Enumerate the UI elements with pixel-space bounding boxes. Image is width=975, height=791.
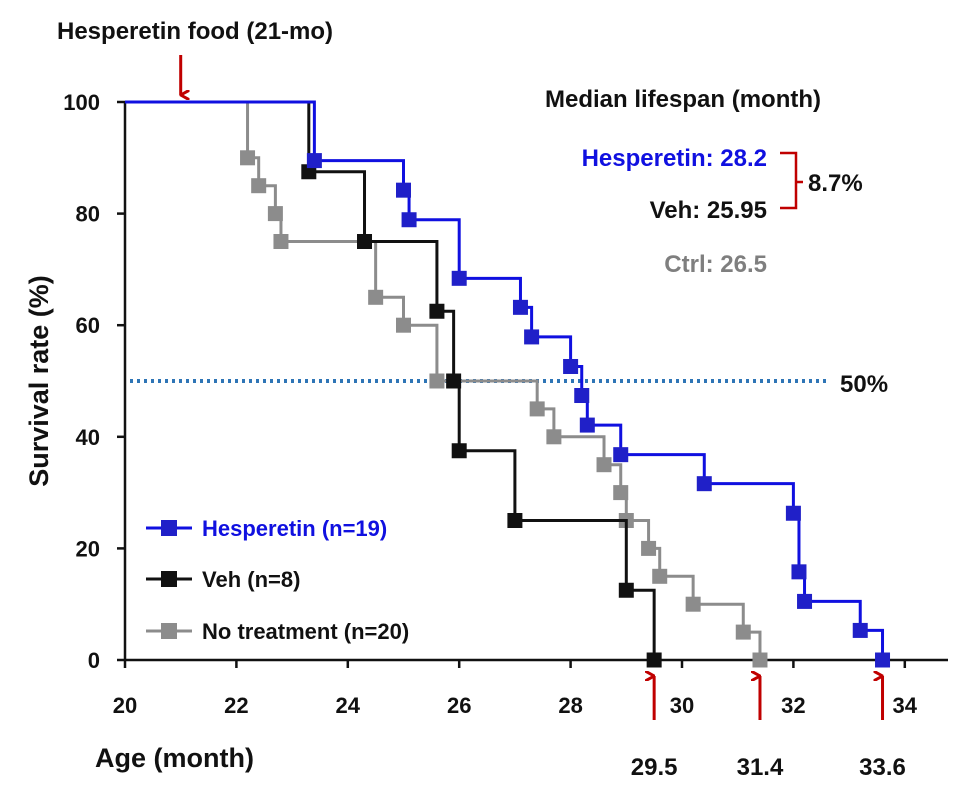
legend-label: No treatment (n=20) [202,619,409,644]
y-tick-label: 60 [76,313,100,338]
censor-marker [429,373,445,389]
censor-marker [512,299,528,315]
x-ticks: 20 22 24 26 28 30 32 34 [113,660,918,718]
censor-marker [574,388,590,404]
legend-swatch-marker [161,623,177,639]
max-lifespan-label: 33.6 [859,754,906,781]
censor-marker [451,270,467,286]
max-lifespan-marker: 33.6 [859,676,906,781]
legend-swatch-marker [161,571,177,587]
censor-marker [273,234,289,249]
censor-marker [368,289,384,305]
censor-marker [652,568,668,584]
censor-marker [251,178,267,194]
legend: Hesperetin (n=19) Veh (n=8) No treatment (… [146,516,409,644]
legend-item: Hesperetin (n=19) [146,516,387,541]
censor-marker [267,206,283,222]
max-lifespan-label: 31.4 [737,754,784,781]
x-tick-label: 20 [113,693,137,718]
y-tick-label: 40 [76,425,100,450]
median-difference-label: 8.7% [808,170,863,197]
legend-item: Veh (n=8) [146,567,300,592]
median-veh: Veh: 25.95 [650,197,767,224]
y-axis-title: Survival rate (%) [24,275,54,487]
censor-marker [507,513,523,528]
y-tick-label: 20 [76,536,100,561]
censor-marker [735,624,751,640]
censor-marker [396,182,411,198]
max-lifespan-marker: 31.4 [737,676,784,781]
median-difference-bracket [780,151,803,210]
survival-curve-line [125,100,762,660]
censor-marker [563,358,579,374]
x-tick-label: 32 [781,693,805,718]
y-ticks: 0 20 40 60 80 100 [63,90,125,673]
x-axis-title: Age (month) [95,743,254,773]
censor-marker [785,505,801,521]
censor-marker [646,652,662,668]
series-1 [125,100,662,668]
censor-marker [752,652,768,668]
series-0 [125,100,891,668]
median-ctrl: Ctrl: 26.5 [664,251,767,278]
legend-label: Hesperetin (n=19) [202,516,387,541]
median-lifespan-title: Median lifespan (month) [545,86,821,113]
censor-marker [529,401,545,417]
y-tick-label: 0 [88,648,100,673]
censor-marker [797,593,813,609]
legend-item: No treatment (n=20) [146,619,409,644]
censor-marker [613,485,629,501]
censor-marker [579,417,595,433]
x-tick-label: 34 [893,693,918,718]
x-tick-label: 26 [447,693,471,718]
median-lifespan-panel: Median lifespan (month) Hesperetin: 28.2… [545,86,863,278]
censor-marker [546,429,562,445]
censor-marker [524,329,540,345]
y-tick-label: 100 [63,90,100,115]
series-2 [125,100,768,668]
treatment-label: Hesperetin food (21-mo) [57,18,333,45]
x-tick-label: 22 [224,693,248,718]
censor-marker [240,150,256,166]
fifty-percent-label: 50% [840,371,888,398]
x-tick-label: 28 [558,693,582,718]
median-hesperetin: Hesperetin: 28.2 [582,145,767,172]
censor-marker [618,582,634,598]
censor-marker [401,212,417,228]
censor-marker [596,457,612,473]
max-lifespan-label: 29.5 [631,754,678,781]
legend-label: Veh (n=8) [202,567,300,592]
censor-marker [613,447,629,463]
censor-marker [429,303,445,319]
legend-swatch-marker [161,520,177,536]
censor-marker [396,317,411,333]
censor-marker [357,234,373,249]
censor-marker [451,443,467,459]
y-tick-label: 80 [76,202,100,227]
x-tick-label: 30 [670,693,694,718]
max-lifespan-marker: 29.5 [631,676,678,781]
censor-marker [685,596,701,612]
censor-marker [446,373,462,389]
max-lifespan-markers: 29.5 31.4 33.6 [631,676,906,781]
censor-marker [306,153,322,169]
censor-marker [875,652,891,668]
censor-marker [641,540,657,556]
x-tick-label: 24 [336,693,361,718]
axes: 20 22 24 26 28 30 32 34 0 20 40 60 80 100 [63,90,948,718]
series-layer [125,100,891,668]
censor-marker [791,564,807,580]
censor-marker [696,476,712,492]
censor-marker [852,622,868,638]
